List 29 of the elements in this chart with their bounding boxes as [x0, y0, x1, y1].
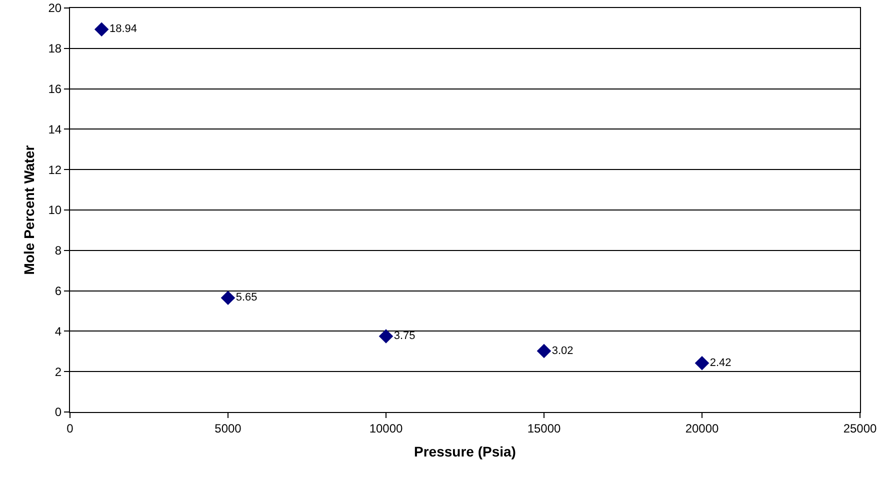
- data-label: 18.94: [109, 23, 138, 36]
- data-label: 3.75: [394, 330, 416, 342]
- x-tick-label: 15000: [527, 421, 562, 436]
- y-tick-label: 20: [48, 1, 62, 16]
- x-tick-label: 10000: [369, 421, 404, 436]
- point: [694, 356, 710, 370]
- y-tick-label: 4: [54, 324, 62, 338]
- point: [378, 329, 394, 344]
- y-tick-label: 18: [48, 42, 62, 56]
- y-tick-label: 8: [54, 244, 62, 258]
- point: [94, 22, 109, 37]
- y-tick-label: 6: [54, 284, 62, 298]
- x-tick-label: 20000: [685, 421, 720, 436]
- x-tick-label: 5000: [214, 421, 242, 436]
- data-label: 3.02: [552, 344, 574, 357]
- data-label: 5.65: [236, 292, 258, 304]
- y-tick-label: 16: [48, 82, 62, 96]
- x-tick-label: 0: [66, 421, 74, 436]
- y-tick-label: 12: [48, 162, 62, 177]
- point: [220, 290, 236, 306]
- y-axis-title: Mole Percent Water: [20, 144, 37, 275]
- point: [536, 344, 552, 358]
- y-tick-label: 14: [48, 122, 62, 136]
- y-tick-label: 2: [54, 364, 62, 379]
- y-tick-label: 0: [54, 405, 62, 420]
- data-label: 2.42: [710, 356, 732, 369]
- x-axis-title: Pressure (Psia): [414, 444, 516, 460]
- x-tick-label: 25000: [843, 421, 878, 436]
- y-tick-label: 10: [48, 203, 62, 218]
